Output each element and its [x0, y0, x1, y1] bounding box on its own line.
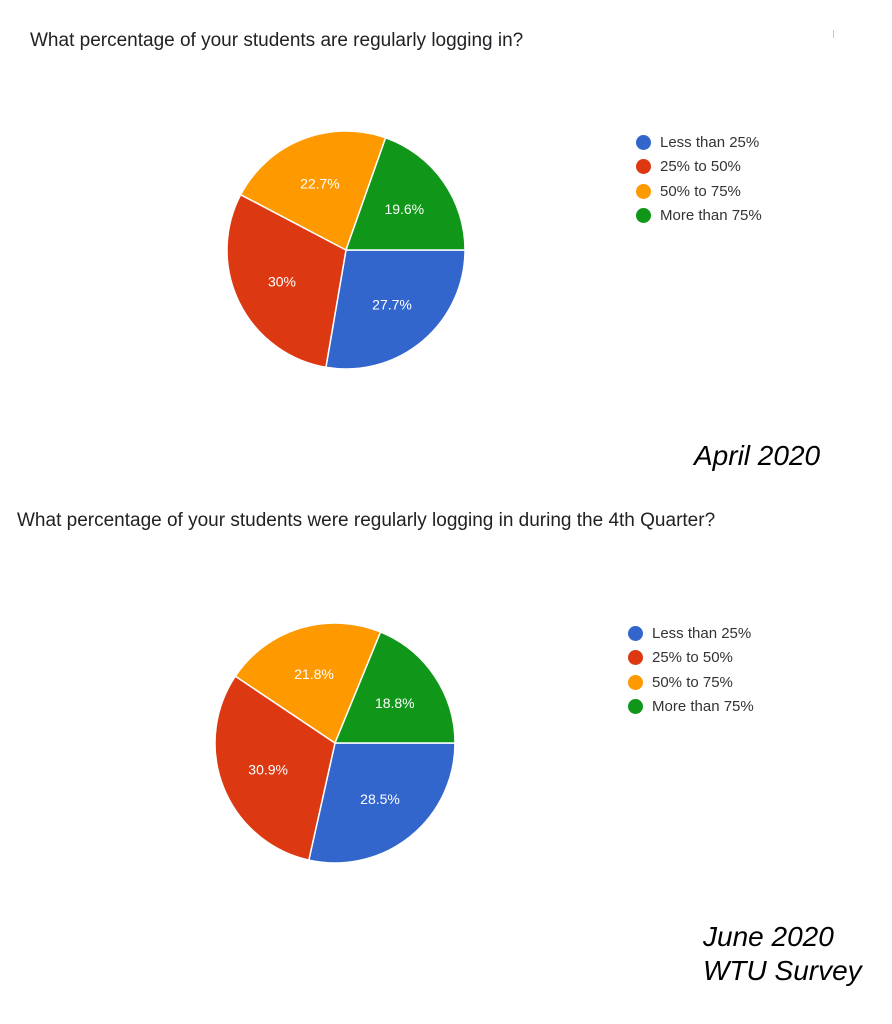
legend-label: Less than 25%	[660, 133, 760, 151]
pie-slice-less-than-25	[308, 742, 456, 864]
legend-swatch	[636, 208, 651, 224]
legend-swatch	[628, 625, 643, 641]
pie-slice-label: 30.9%	[248, 762, 288, 778]
pie-slice-label: 27.7%	[372, 297, 412, 313]
pie-chart-june: 28.5% 30.9% 21.8% 18.8%	[214, 622, 456, 864]
pie-slice-more-than-75	[334, 631, 456, 744]
pie-slice-label: 28.5%	[360, 791, 400, 807]
legend-item: 25% to 50%	[628, 646, 754, 671]
legend-item: 25% to 50%	[636, 155, 762, 180]
legend-item: 50% to 75%	[636, 179, 762, 204]
legend-label: More than 75%	[652, 698, 754, 716]
legend-label: 50% to 75%	[660, 182, 741, 200]
pie-slice-more-than-75	[345, 137, 466, 251]
pie-slice-label: 21.8%	[294, 666, 334, 682]
legend-label: Less than 25%	[652, 624, 752, 642]
pie-slice-25-to-50	[226, 193, 347, 369]
decorative-divider	[833, 30, 834, 38]
pie-slice-label: 30%	[268, 274, 296, 290]
legend-swatch	[628, 650, 643, 666]
pie-chart-april: 27.7% 30% 22.7% 19.6%	[226, 130, 466, 370]
caption-april-2020: April 2020	[694, 440, 821, 471]
caption-wtu-survey: WTU Survey	[703, 955, 862, 986]
pie-slice-50-to-75	[234, 622, 382, 744]
legend-item: More than 75%	[628, 695, 754, 720]
pie-slice-less-than-25	[325, 249, 466, 370]
legend-label: 50% to 75%	[652, 673, 733, 691]
chart-2-question: What percentage of your students were re…	[17, 510, 716, 531]
legend-april: Less than 25% 25% to 50% 50% to 75% More th…	[636, 130, 762, 228]
chart-1-question: What percentage of your students are reg…	[30, 30, 524, 51]
legend-swatch	[636, 134, 651, 150]
legend-swatch	[636, 183, 651, 199]
pie-slice-50-to-75	[239, 130, 387, 251]
legend-label: 25% to 50%	[660, 158, 741, 176]
pie-slice-label: 19.6%	[384, 201, 424, 217]
legend-swatch	[628, 699, 643, 715]
pie-slice-label: 18.8%	[375, 695, 415, 711]
legend-label: More than 75%	[660, 207, 762, 225]
legend-item: 50% to 75%	[628, 670, 754, 695]
pie-slice-label: 22.7%	[300, 176, 340, 192]
legend-label: 25% to 50%	[652, 649, 733, 667]
legend-swatch	[628, 674, 643, 690]
legend-june: Less than 25% 25% to 50% 50% to 75% More th…	[628, 621, 754, 719]
legend-swatch	[636, 159, 651, 175]
legend-item: Less than 25%	[636, 130, 762, 155]
legend-item: More than 75%	[636, 204, 762, 229]
caption-june-2020: June 2020	[703, 921, 834, 952]
pie-slice-25-to-50	[214, 675, 336, 861]
legend-item: Less than 25%	[628, 621, 754, 646]
